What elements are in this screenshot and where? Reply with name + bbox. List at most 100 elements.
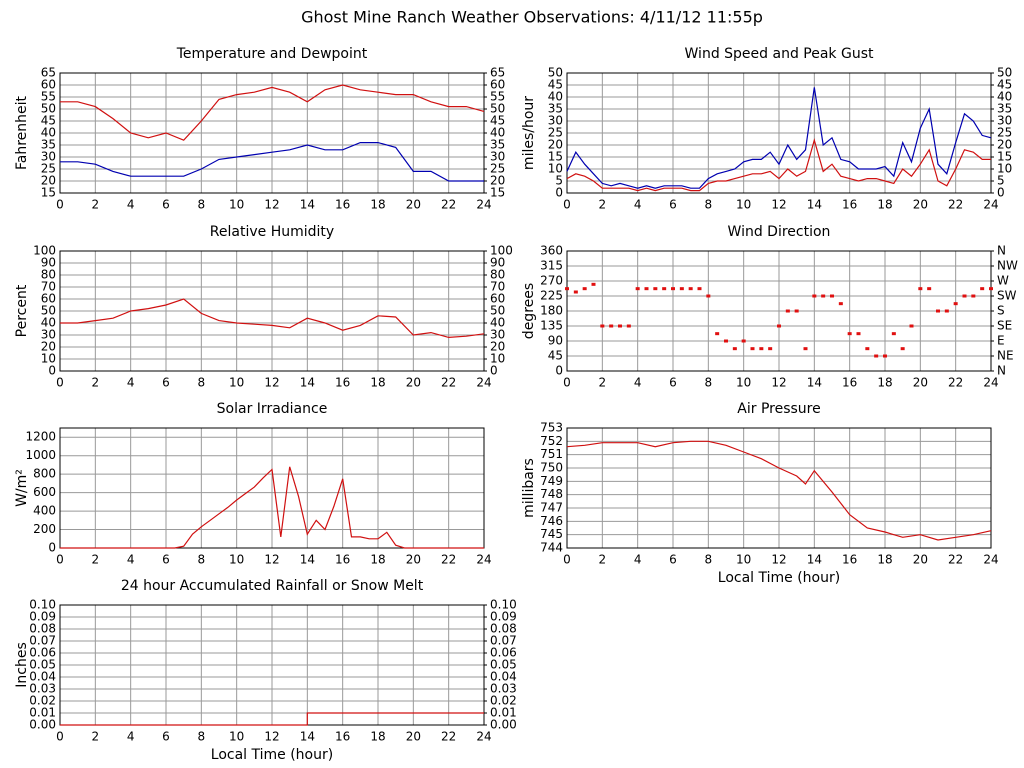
y-tick-label: 800: [33, 467, 56, 481]
x-tick-label: 8: [198, 376, 206, 390]
x-tick-label: 14: [807, 376, 822, 390]
data-line: [60, 712, 484, 726]
y-tick-label: 747: [540, 501, 563, 515]
y-axis-label: degrees: [521, 283, 537, 339]
x-tick-label: 4: [127, 553, 135, 567]
data-point: [785, 309, 790, 313]
data-point: [944, 309, 949, 313]
x-tick-label: 2: [92, 730, 100, 744]
y2-tick-label: 15: [490, 186, 505, 200]
y-tick-label: 0.05: [29, 658, 56, 672]
y-tick-label: 225: [540, 289, 563, 303]
y2-tick-label: N: [997, 364, 1006, 378]
y2-tick-label: 0.02: [490, 694, 517, 708]
x-tick-label: 16: [335, 553, 350, 567]
y2-tick-label: 45: [490, 114, 505, 128]
y2-tick-label: 30: [490, 328, 505, 342]
y-tick-label: 135: [540, 319, 563, 333]
y-tick-label: 65: [41, 66, 56, 80]
y-tick-label: 60: [41, 292, 56, 306]
data-point: [891, 332, 896, 336]
y-tick-label: 35: [548, 102, 563, 116]
y2-tick-label: 80: [490, 268, 505, 282]
y2-tick-label: 65: [490, 66, 505, 80]
y-tick-label: 750: [540, 461, 563, 475]
y2-tick-label: 30: [490, 150, 505, 164]
x-tick-label: 0: [56, 730, 64, 744]
y-tick-label: 30: [41, 150, 56, 164]
data-line: [566, 440, 992, 541]
y-tick-label: 749: [540, 474, 563, 488]
x-tick-label: 10: [736, 376, 751, 390]
y-tick-label: 1200: [25, 430, 56, 444]
x-tick-label: 2: [92, 553, 100, 567]
y-tick-label: 50: [41, 102, 56, 116]
data-point: [936, 309, 940, 313]
x-tick-label: 0: [563, 376, 571, 390]
x-tick-label: 4: [127, 376, 135, 390]
data-point: [821, 294, 826, 298]
x-tick-label: 2: [92, 376, 100, 390]
y-tick-label: 270: [540, 274, 563, 288]
y-tick-label: 0.03: [29, 682, 56, 696]
y2-tick-label: 40: [490, 316, 505, 330]
y2-tick-label: 50: [490, 304, 505, 318]
x-tick-label: 18: [370, 376, 385, 390]
chart-title: Temperature and Dewpoint: [176, 46, 368, 62]
x-tick-label: 6: [669, 553, 677, 567]
y2-tick-label: NE: [997, 349, 1014, 363]
y-tick-label: 315: [540, 259, 563, 273]
y-tick-label: 0.01: [29, 706, 56, 720]
y-tick-label: 0: [48, 541, 56, 555]
y-tick-label: 751: [540, 447, 563, 461]
data-point: [874, 354, 879, 358]
page-title: Ghost Mine Ranch Weather Observations: 4…: [301, 8, 763, 27]
x-tick-label: 18: [877, 553, 892, 567]
x-tick-label: 8: [198, 730, 206, 744]
y-tick-label: 40: [41, 126, 56, 140]
y2-tick-label: 70: [490, 280, 505, 294]
x-tick-label: 4: [127, 198, 135, 212]
y-tick-label: 70: [41, 280, 56, 294]
y-tick-label: 90: [41, 256, 56, 270]
y-tick-label: 90: [548, 334, 563, 348]
data-point: [697, 287, 702, 291]
y2-tick-label: 0.03: [490, 682, 517, 696]
data-point: [662, 287, 667, 291]
y2-tick-label: 10: [997, 162, 1012, 176]
x-tick-label: 2: [599, 198, 607, 212]
y-tick-label: 744: [540, 541, 563, 555]
x-tick-label: 0: [56, 376, 64, 390]
y2-tick-label: 0: [997, 186, 1005, 200]
x-tick-label: 24: [476, 376, 491, 390]
plot-frame: [566, 427, 992, 549]
x-tick-label: 22: [441, 553, 456, 567]
y2-tick-label: 45: [997, 78, 1012, 92]
x-tick-label: 6: [162, 376, 170, 390]
y2-tick-label: 0.08: [490, 622, 517, 636]
data-point: [759, 347, 764, 351]
x-tick-label: 8: [198, 198, 206, 212]
x-tick-label: 20: [406, 376, 421, 390]
x-tick-label: 2: [92, 198, 100, 212]
y-axis-label: W/m²: [14, 469, 30, 507]
y-tick-label: 745: [540, 527, 563, 541]
x-tick-label: 16: [335, 198, 350, 212]
x-tick-label: 14: [300, 376, 315, 390]
data-point: [927, 287, 932, 291]
y2-tick-label: S: [997, 304, 1005, 318]
x-axis-label: Local Time (hour): [211, 747, 333, 763]
y-tick-label: 746: [540, 514, 563, 528]
data-point: [812, 294, 817, 298]
data-point: [962, 294, 967, 298]
x-tick-label: 10: [229, 553, 244, 567]
y2-tick-label: 0.00: [490, 718, 517, 732]
y2-tick-label: 50: [490, 102, 505, 116]
y-tick-label: 15: [548, 150, 563, 164]
x-tick-label: 14: [300, 553, 315, 567]
data-point: [856, 332, 861, 336]
y2-tick-label: 0.07: [490, 634, 517, 648]
y2-tick-label: 100: [490, 244, 513, 258]
y-tick-label: 80: [41, 268, 56, 282]
chart-title: Relative Humidity: [210, 224, 334, 240]
